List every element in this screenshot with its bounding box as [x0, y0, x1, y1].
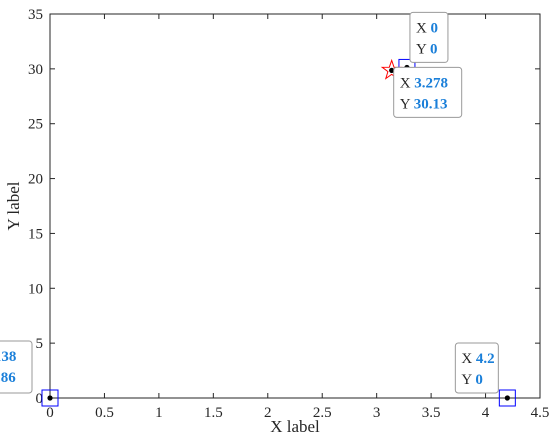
x-tick-label: 1.5 — [204, 405, 223, 421]
y-tick-label: 0 — [36, 391, 44, 407]
datatip: X 3.138 Y 29.86 — [0, 340, 33, 394]
datatip-y-label: Y — [416, 41, 430, 57]
x-tick-label: 2 — [264, 405, 272, 421]
highlight-box — [498, 389, 516, 407]
datatip-y: Y 0 — [416, 41, 438, 57]
datatip-x: X 4.2 — [461, 351, 494, 367]
datatip-x: X 3.138 — [0, 349, 16, 365]
data-point — [389, 67, 395, 73]
x-axis-label: X label — [270, 417, 320, 436]
y-tick-label: 5 — [36, 336, 44, 352]
y-tick-label: 25 — [28, 117, 43, 133]
x-tick-label: 4 — [482, 405, 490, 421]
datatip-y-value: 29.86 — [0, 370, 16, 386]
datatip-x-label: X — [400, 75, 415, 91]
datatip-box — [454, 342, 499, 394]
x-axis-ticks: 0 0.5 1 1.5 2 2.5 3 3.5 4 4.5 — [46, 14, 549, 421]
x-tick-label: 3.5 — [422, 405, 441, 421]
data-point — [47, 395, 53, 401]
datatip-x-label: X — [416, 20, 431, 36]
datatip-x: X 0 — [416, 20, 438, 36]
x-tick-label: 2.5 — [313, 405, 332, 421]
y-tick-label: 20 — [28, 172, 43, 188]
datatip-y-value: 0 — [475, 372, 483, 388]
y-tick-label: 10 — [28, 281, 43, 297]
datatip-box — [0, 340, 33, 394]
datatip-y: Y 30.13 — [400, 96, 448, 112]
datatip-x-value: 0 — [431, 20, 439, 36]
datatip-x-value: 4.2 — [476, 351, 495, 367]
datatip-x-label: X — [461, 351, 476, 367]
datatip-box — [409, 11, 449, 63]
datatip-y-value: 0 — [430, 41, 438, 57]
datatip-box — [393, 66, 463, 118]
y-tick-label: 15 — [28, 226, 43, 242]
datatip-x-value: 3.278 — [414, 75, 448, 91]
y-tick-label: 35 — [28, 7, 43, 23]
datatip-x: X 3.278 — [400, 75, 448, 91]
x-tick-label: 0.5 — [95, 405, 114, 421]
x-tick-label: 1 — [155, 405, 163, 421]
datatip-y: Y 0 — [461, 372, 483, 388]
y-axis-ticks: 0 5 10 15 20 25 30 35 — [28, 7, 540, 407]
datatip-y: Y 29.86 — [0, 370, 16, 386]
datatip: X 4.2Y 0 — [454, 342, 499, 394]
x-tick-label: 4.5 — [531, 405, 550, 421]
datatip-y-label: Y — [400, 96, 414, 112]
datatip-y-value: 30.13 — [414, 96, 448, 112]
data-point — [504, 395, 510, 401]
datatip: X 0Y 0 — [409, 11, 449, 63]
y-axis-label: Y label — [4, 181, 23, 230]
y-tick-label: 30 — [28, 62, 43, 78]
x-tick-label: 0 — [46, 405, 54, 421]
datatip-y-label: Y — [461, 372, 475, 388]
highlight-box — [41, 389, 59, 407]
datatip-x-value: 3.138 — [0, 349, 16, 365]
x-tick-label: 3 — [373, 405, 381, 421]
plot-area — [49, 13, 541, 399]
